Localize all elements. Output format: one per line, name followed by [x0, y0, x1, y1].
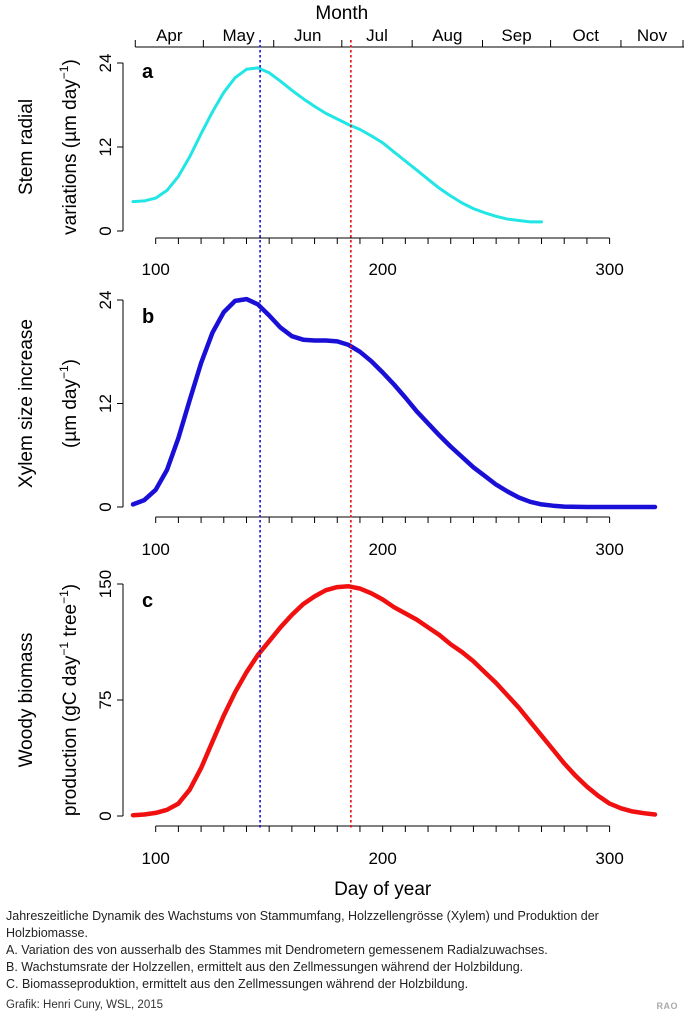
- caption-line-a: A. Variation des von ausserhalb des Stam…: [6, 943, 548, 957]
- x-tick-label: 300: [595, 540, 623, 559]
- panel-letter: c: [142, 590, 153, 612]
- caption-title: Jahreszeitliche Dynamik des Wachstums vo…: [6, 909, 599, 940]
- chart-panels: 0 12 24 100 200 300 a Stem radial variations (µm…: [16, 54, 658, 900]
- panel-letter: b: [142, 306, 154, 328]
- month-axis-title: Month: [315, 3, 368, 24]
- y-tick-label: 0: [96, 502, 115, 511]
- label-text: variations (µm day: [60, 79, 81, 235]
- y-tick-label: 12: [96, 138, 115, 157]
- figure-caption: Jahreszeitliche Dynamik des Wachstums vo…: [6, 908, 678, 993]
- x-tick-label: 200: [368, 849, 396, 868]
- label-superscript: −1: [57, 65, 71, 79]
- y-tick-label: 0: [96, 226, 115, 235]
- y-axis-label-line1: Xylem size increase: [16, 319, 37, 488]
- label-text: (µm day: [60, 379, 81, 449]
- series-line: [130, 296, 658, 510]
- y-tick-label: 0: [96, 811, 115, 820]
- month-label: Jul: [366, 26, 388, 45]
- label-text: ): [60, 59, 81, 65]
- x-axis-title: Day of year: [334, 879, 432, 900]
- y-axis-label-line2: (µm day−1): [57, 359, 81, 448]
- reference-lines: [259, 40, 352, 828]
- x-tick-label: 100: [142, 849, 170, 868]
- credit-line: Grafik: Henri Cuny, WSL, 2015: [6, 999, 164, 1011]
- x-tick-label: 300: [595, 260, 623, 279]
- x-tick-label: 300: [595, 849, 623, 868]
- month-label: Jun: [294, 26, 321, 45]
- label-text: production (gC day: [60, 655, 81, 816]
- label-text: ): [60, 359, 81, 365]
- month-label: Oct: [573, 26, 600, 45]
- y-axis-label-line1: Stem radial: [16, 99, 37, 195]
- x-tick-label: 100: [142, 540, 170, 559]
- caption-line-c: C. Biomasseproduktion, ermittelt aus den…: [6, 977, 469, 991]
- chart-figure: Apr May Jun Jul Aug Sep Oct Nov Month 0 12 24 100 20…: [16, 3, 684, 900]
- publisher-logo: RAO: [656, 1001, 678, 1011]
- label-superscript: −1: [57, 642, 71, 656]
- y-tick-label: 24: [96, 291, 115, 310]
- y-tick-label: 150: [96, 570, 115, 598]
- panel-letter: a: [142, 61, 154, 83]
- month-label: Aug: [432, 26, 462, 45]
- caption-line-b: B. Wachstumsrate der Holzzellen, ermitte…: [6, 960, 524, 974]
- month-label: Nov: [637, 26, 668, 45]
- label-superscript: −1: [57, 365, 71, 379]
- series-line: [130, 584, 658, 818]
- panel-b: 0 12 24 100 200 300 b Xylem size increase (µm da…: [16, 291, 658, 559]
- label-text: ): [60, 584, 81, 590]
- series-line: [131, 66, 543, 224]
- y-tick-label: 12: [96, 394, 115, 413]
- month-label: Sep: [501, 26, 531, 45]
- y-tick-label: 24: [96, 54, 115, 73]
- y-axis-label-line2: variations (µm day−1): [57, 59, 81, 235]
- month-label: Apr: [156, 26, 183, 45]
- x-tick-label: 200: [368, 540, 396, 559]
- panel-a: 0 12 24 100 200 300 a Stem radial variations (µm…: [16, 54, 624, 279]
- month-axis: Apr May Jun Jul Aug Sep Oct Nov Month: [134, 3, 684, 48]
- label-superscript: −1: [57, 590, 71, 604]
- x-tick-label: 100: [142, 260, 170, 279]
- panel-c: 0 75 150 100 200 300 c Woody biomass production …: [16, 570, 658, 900]
- x-tick-label: 200: [368, 260, 396, 279]
- y-tick-label: 75: [96, 691, 115, 710]
- y-axis-label-line1: Woody biomass: [16, 633, 37, 768]
- month-label: May: [222, 26, 255, 45]
- y-axis-label-line2: production (gC day−1 tree−1): [57, 584, 81, 816]
- label-text: tree: [60, 604, 81, 642]
